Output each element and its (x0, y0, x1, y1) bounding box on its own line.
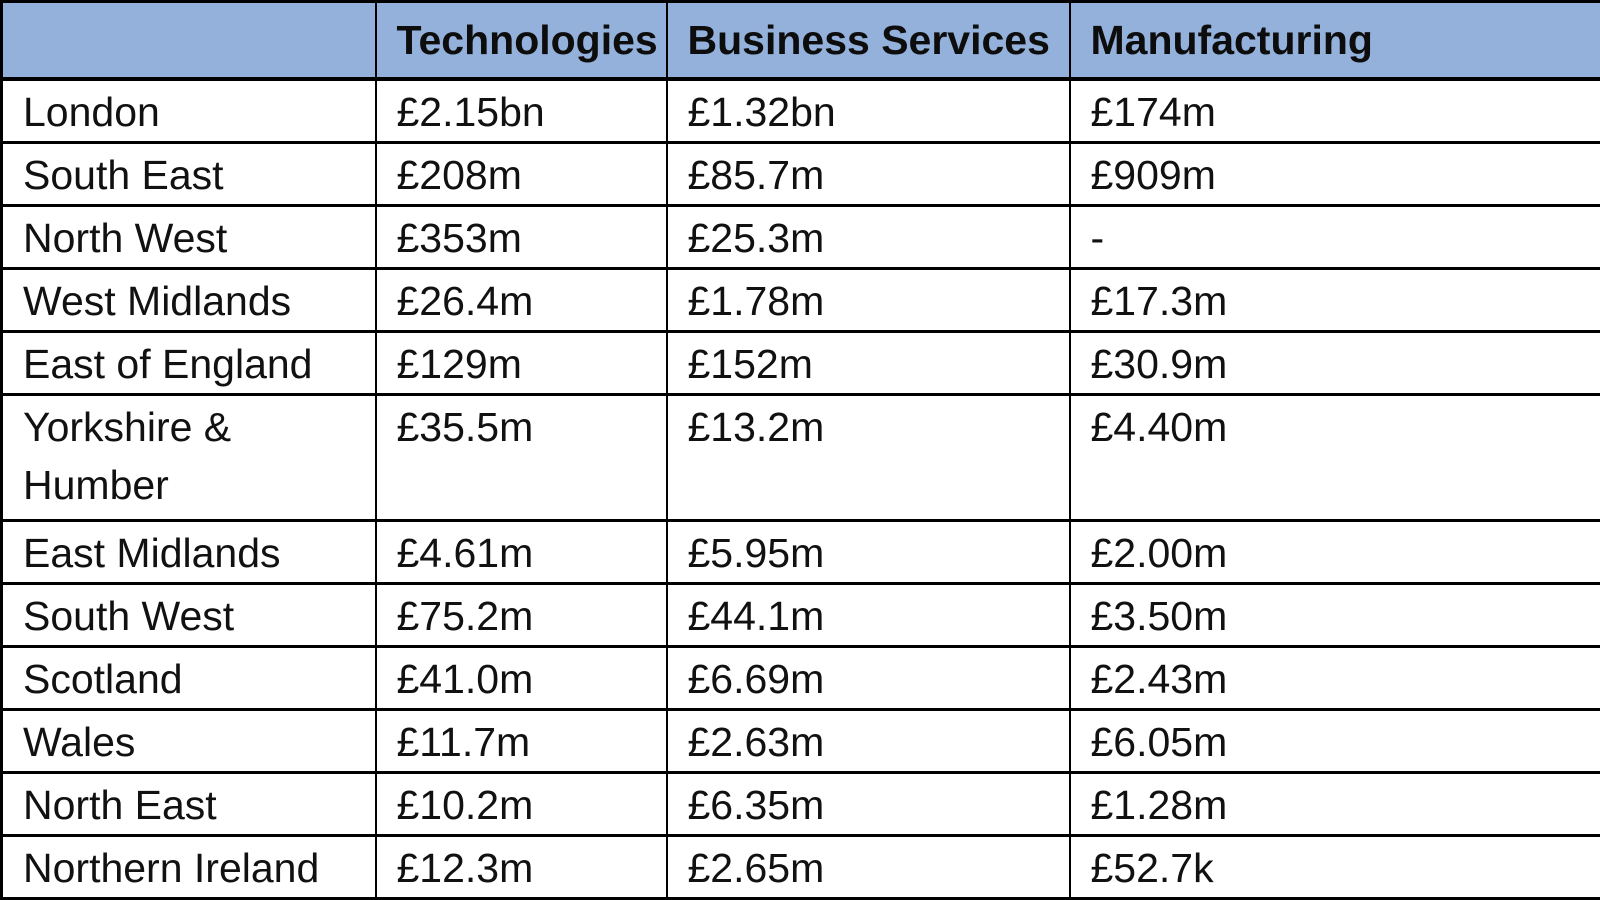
value-cell: £6.69m (665, 645, 1071, 711)
table-row: South West £75.2m £44.1m £3.50m (0, 582, 1600, 648)
region-name-cell: Wales (0, 708, 377, 774)
table-row: West Midlands £26.4m £1.78m £17.3m (0, 267, 1600, 333)
column-header-manufacturing: Manufacturing (1068, 0, 1600, 81)
table-row: South East £208m £85.7m £909m (0, 141, 1600, 207)
region-name-cell: South West (0, 582, 377, 648)
value-cell: £129m (374, 330, 668, 396)
region-name-cell: North East (0, 771, 377, 837)
table-row: Scotland £41.0m £6.69m £2.43m (0, 645, 1600, 711)
table-row: East of England £129m £152m £30.9m (0, 330, 1600, 396)
region-name-cell: North West (0, 204, 377, 270)
header-row: Technologies Business Services Manufactu… (0, 0, 1600, 81)
value-cell: £10.2m (374, 771, 668, 837)
region-name-cell: South East (0, 141, 377, 207)
value-cell: £12.3m (374, 834, 668, 900)
value-cell: £909m (1068, 141, 1600, 207)
value-cell: £4.40m (1068, 393, 1600, 522)
value-cell: £1.78m (665, 267, 1071, 333)
value-cell: £2.00m (1068, 519, 1600, 585)
region-name-cell: West Midlands (0, 267, 377, 333)
value-cell: £35.5m (374, 393, 668, 522)
region-name-cell: Scotland (0, 645, 377, 711)
value-cell: £52.7k (1068, 834, 1600, 900)
value-cell: £4.61m (374, 519, 668, 585)
value-cell: £1.28m (1068, 771, 1600, 837)
value-cell: £6.05m (1068, 708, 1600, 774)
value-cell: - (1068, 204, 1600, 270)
region-name-cell: East Midlands (0, 519, 377, 585)
value-cell: £6.35m (665, 771, 1071, 837)
table-row: London £2.15bn £1.32bn £174m (0, 77, 1600, 144)
value-cell: £17.3m (1068, 267, 1600, 333)
value-cell: £1.32bn (665, 77, 1071, 144)
value-cell: £25.3m (665, 204, 1071, 270)
region-name-cell: Yorkshire & Humber (0, 393, 377, 522)
table-row: Wales £11.7m £2.63m £6.05m (0, 708, 1600, 774)
region-name-cell: London (0, 77, 377, 144)
value-cell: £13.2m (665, 393, 1071, 522)
value-cell: £2.43m (1068, 645, 1600, 711)
value-cell: £2.63m (665, 708, 1071, 774)
corner-header-cell (0, 0, 377, 81)
table-row: North East £10.2m £6.35m £1.28m (0, 771, 1600, 837)
table-row: North West £353m £25.3m - (0, 204, 1600, 270)
value-cell: £3.50m (1068, 582, 1600, 648)
value-cell: £208m (374, 141, 668, 207)
value-cell: £30.9m (1068, 330, 1600, 396)
value-cell: £152m (665, 330, 1071, 396)
column-header-technologies: Technologies (374, 0, 668, 81)
table-body: London £2.15bn £1.32bn £174m South East £208m… (0, 77, 1600, 900)
value-cell: £26.4m (374, 267, 668, 333)
value-cell: £2.15bn (374, 77, 668, 144)
value-cell: £353m (374, 204, 668, 270)
value-cell: £174m (1068, 77, 1600, 144)
value-cell: £2.65m (665, 834, 1071, 900)
value-cell: £44.1m (665, 582, 1071, 648)
value-cell: £5.95m (665, 519, 1071, 585)
value-cell: £85.7m (665, 141, 1071, 207)
column-header-business-services: Business Services (665, 0, 1071, 81)
value-cell: £41.0m (374, 645, 668, 711)
table-row: Yorkshire & Humber £35.5m £13.2m £4.40m (0, 393, 1600, 522)
value-cell: £75.2m (374, 582, 668, 648)
table-row: Northern Ireland £12.3m £2.65m £52.7k (0, 834, 1600, 900)
region-name-cell: Northern Ireland (0, 834, 377, 900)
value-cell: £11.7m (374, 708, 668, 774)
region-name-cell: East of England (0, 330, 377, 396)
table-row: East Midlands £4.61m £5.95m £2.00m (0, 519, 1600, 585)
